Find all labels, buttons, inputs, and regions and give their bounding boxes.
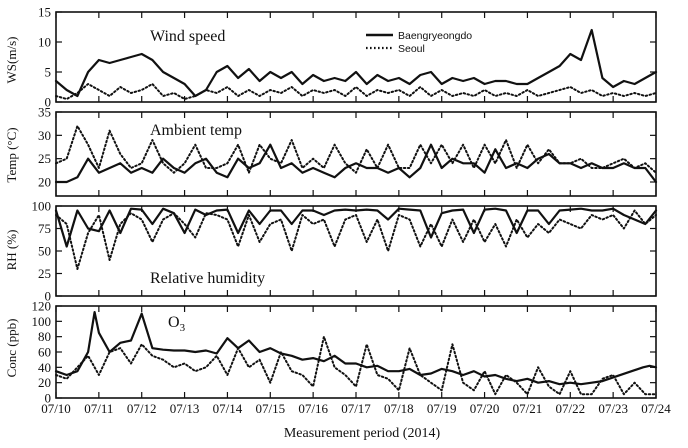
rh-series-seoul bbox=[55, 209, 657, 270]
o3-ytick-label: 80 bbox=[38, 329, 51, 344]
legend: Baengryeongdo Seoul bbox=[366, 30, 472, 55]
ozone-title-subscript: 3 bbox=[180, 322, 186, 334]
temp-ytick-label: 30 bbox=[38, 128, 51, 143]
x-tick-label: 07/11 bbox=[84, 401, 113, 416]
temp-series-baengryeongdo bbox=[54, 143, 658, 184]
x-tick-label: 07/15 bbox=[255, 401, 285, 416]
ws-ytick-label: 0 bbox=[45, 95, 52, 110]
x-tick-label: 07/13 bbox=[170, 401, 200, 416]
rh-ytick-label: 75 bbox=[38, 221, 51, 236]
wind-speed-title: Wind speed bbox=[150, 28, 225, 45]
x-tick-label: 07/19 bbox=[427, 401, 457, 416]
temp-ylabel: Temp (°C) bbox=[4, 127, 19, 182]
ws-ytick-label: 5 bbox=[45, 65, 52, 80]
rh-ytick-label: 50 bbox=[38, 244, 51, 259]
ws-ytick-label: 10 bbox=[38, 35, 51, 50]
o3-ytick-label: 20 bbox=[38, 375, 51, 390]
panel-frames bbox=[55, 11, 657, 399]
x-tick-label: 07/23 bbox=[598, 401, 628, 416]
legend-seoul-label: Seoul bbox=[398, 43, 425, 55]
ozone-title: O3 bbox=[168, 314, 186, 334]
x-tick-label: 07/12 bbox=[127, 401, 157, 416]
rh-ylabel: RH (%) bbox=[4, 230, 19, 271]
o3-ytick-label: 0 bbox=[45, 391, 52, 406]
o3-ylabel: Conc (ppb) bbox=[4, 319, 19, 378]
o3-ytick-label: 60 bbox=[38, 345, 51, 360]
x-tick-label: 07/24 bbox=[641, 401, 671, 416]
x-tick-label: 07/16 bbox=[298, 401, 328, 416]
ticks-layer: 0510152025303502550751000204060801001200… bbox=[32, 5, 672, 417]
legend-baengryeongdo-label: Baengryeongdo bbox=[398, 30, 472, 42]
rh-ytick-label: 100 bbox=[32, 199, 52, 214]
o3-ytick-label: 120 bbox=[32, 299, 52, 314]
ws-ylabel: WS(m/s) bbox=[4, 37, 19, 84]
relative-humidity-title: Relative humidity bbox=[150, 270, 265, 287]
ws-series-seoul bbox=[55, 83, 657, 100]
temp-series-seoul bbox=[55, 125, 657, 174]
x-tick-label: 07/10 bbox=[41, 401, 71, 416]
x-tick-label: 07/20 bbox=[470, 401, 500, 416]
o3-ytick-label: 100 bbox=[32, 314, 52, 329]
x-tick-label: 07/17 bbox=[341, 401, 371, 416]
o3-ytick-label: 40 bbox=[38, 360, 51, 375]
x-tick-label: 07/14 bbox=[213, 401, 243, 416]
ambient-temp-title: Ambient temp bbox=[150, 122, 242, 139]
rh-ytick-label: 25 bbox=[38, 266, 51, 281]
ws-series-baengryeongdo bbox=[54, 28, 658, 98]
ozone-title-main: O bbox=[168, 314, 180, 331]
x-tick-label: 07/21 bbox=[513, 401, 543, 416]
o3-series-baengryeongdo bbox=[54, 311, 658, 386]
o3-series-seoul bbox=[55, 335, 657, 396]
x-axis-title: Measurement period (2014) bbox=[284, 426, 441, 441]
ws-ytick-label: 15 bbox=[38, 5, 51, 20]
temp-ytick-label: 25 bbox=[38, 151, 51, 166]
rh-ytick-label: 0 bbox=[45, 289, 52, 304]
x-tick-label: 07/18 bbox=[384, 401, 414, 416]
temp-ytick-label: 20 bbox=[38, 175, 51, 190]
rh-panel-frame bbox=[55, 205, 657, 297]
x-tick-label: 07/22 bbox=[555, 401, 585, 416]
series-layer bbox=[54, 28, 658, 396]
temp-ytick-label: 35 bbox=[38, 105, 51, 120]
